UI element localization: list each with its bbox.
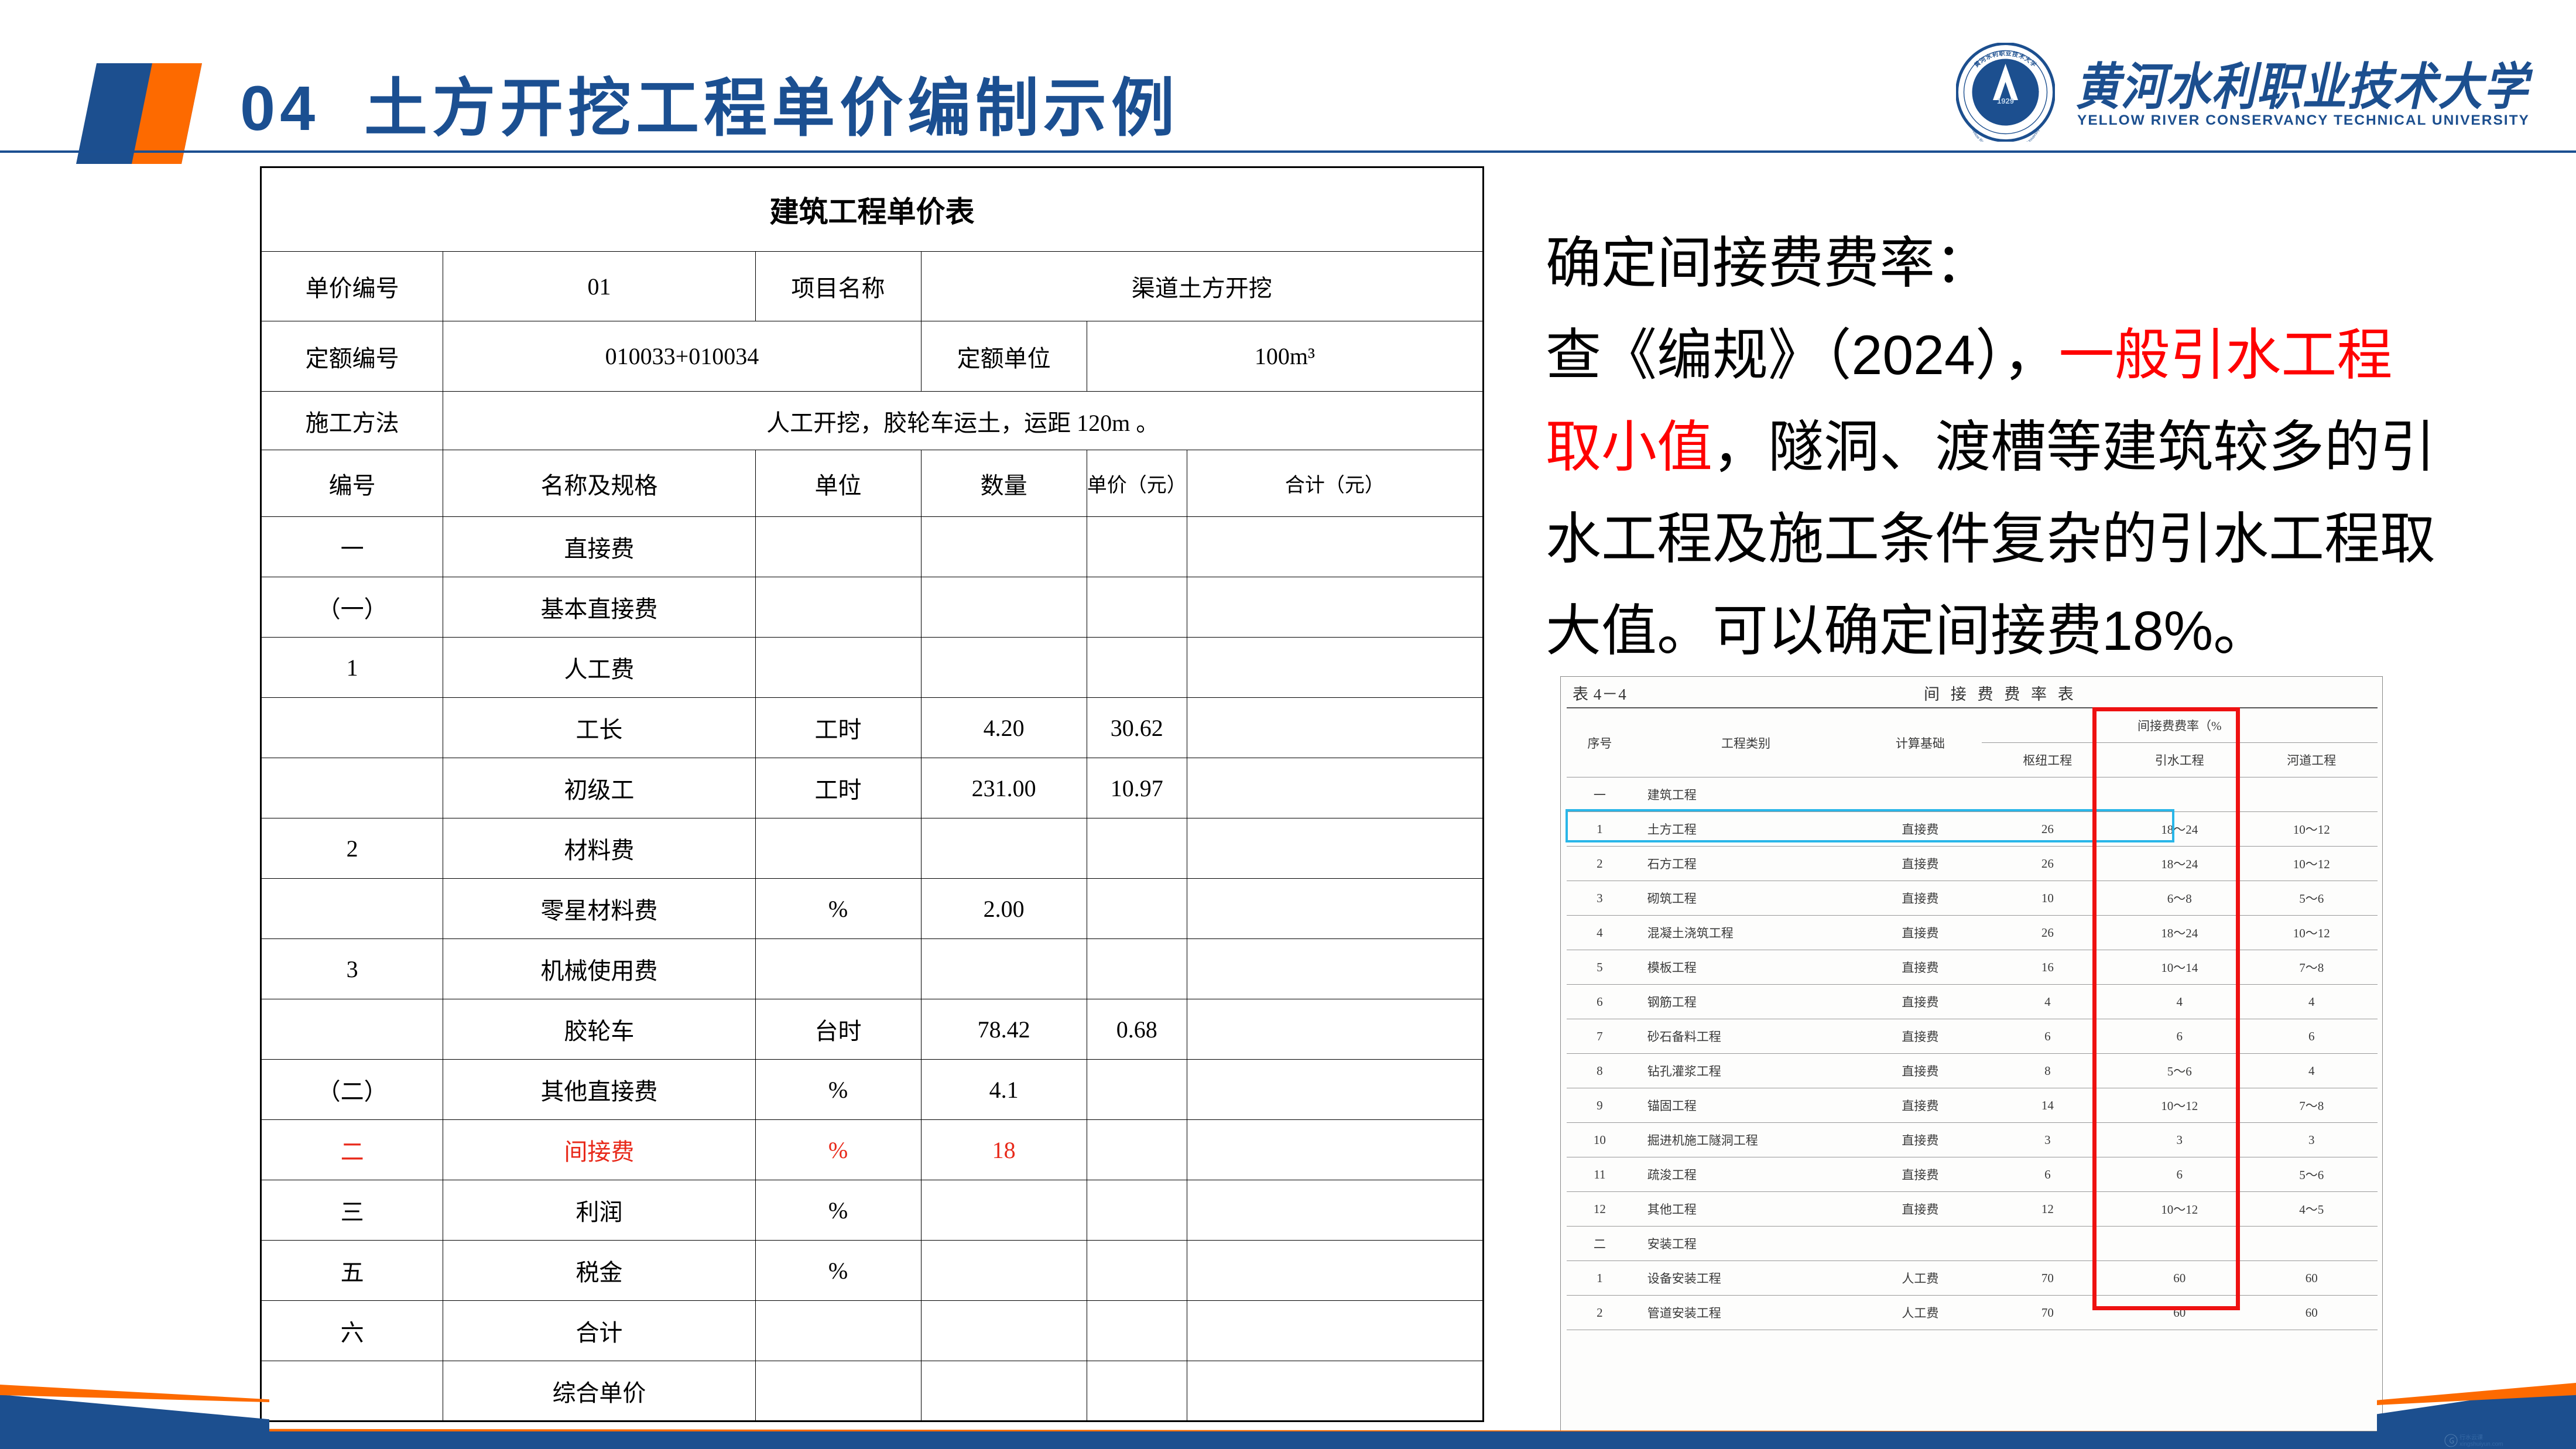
svg-text:1929: 1929 <box>1997 97 2014 105</box>
svg-text:★: ★ <box>1972 89 1978 96</box>
svg-text:★: ★ <box>2034 89 2040 96</box>
